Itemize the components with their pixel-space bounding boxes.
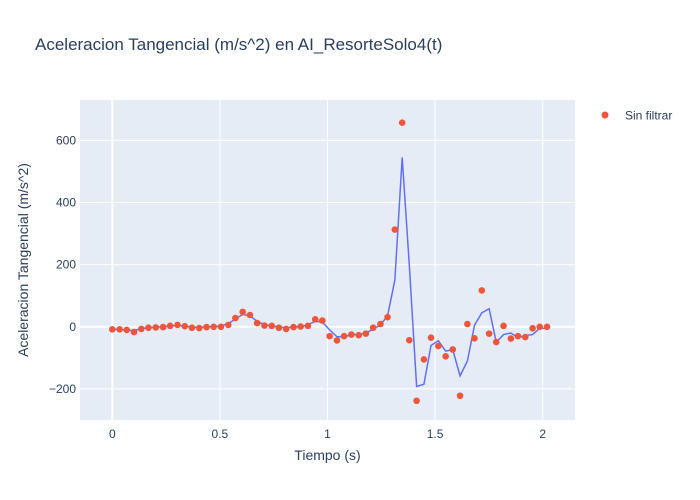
data-point xyxy=(485,330,493,337)
data-point xyxy=(116,325,123,333)
data-point xyxy=(123,326,130,334)
data-point xyxy=(253,319,261,327)
data-point xyxy=(304,322,312,330)
data-point xyxy=(543,323,551,331)
data-point xyxy=(333,337,341,344)
data-point xyxy=(456,392,464,400)
data-point xyxy=(261,322,268,329)
data-point xyxy=(507,335,515,342)
x-axis-ticks: 0 0.5 1 1.5 2 xyxy=(109,427,546,441)
data-point xyxy=(478,287,486,294)
x-tick-label: 1.5 xyxy=(427,427,444,441)
data-point xyxy=(514,332,522,340)
x-tick-label: 0 xyxy=(109,427,116,441)
data-point xyxy=(398,119,406,126)
legend-marker xyxy=(601,111,609,119)
x-tick-label: 2 xyxy=(539,427,546,441)
data-point xyxy=(326,332,333,340)
data-point xyxy=(159,323,167,331)
x-axis-label: Tiempo (s) xyxy=(294,447,360,463)
data-point xyxy=(246,311,254,319)
data-point xyxy=(384,313,391,321)
data-point xyxy=(188,324,196,332)
y-tick-label: −200 xyxy=(49,382,76,396)
data-point xyxy=(500,322,507,330)
data-point xyxy=(232,314,239,322)
data-point xyxy=(427,334,435,341)
data-point xyxy=(297,323,304,330)
data-point xyxy=(217,323,225,331)
legend-label: Sin filtrar xyxy=(625,109,672,123)
data-point xyxy=(108,325,116,333)
data-point xyxy=(275,324,283,332)
chart-title: Aceleracion Tangencial (m/s^2) en AI_Res… xyxy=(35,35,442,54)
data-point xyxy=(181,322,189,330)
data-point xyxy=(290,323,297,331)
data-point xyxy=(130,328,138,336)
data-point xyxy=(348,331,355,338)
y-tick-label: 0 xyxy=(69,320,76,334)
data-point xyxy=(210,323,217,331)
y-axis-label: Aceleracion Tangencial (m/s^2) xyxy=(15,163,31,357)
data-point xyxy=(224,321,232,329)
data-point xyxy=(413,397,420,405)
data-point xyxy=(166,322,174,330)
y-tick-label: 600 xyxy=(56,133,76,147)
data-point xyxy=(391,226,399,233)
data-point xyxy=(521,333,529,341)
data-point xyxy=(435,342,442,350)
data-point xyxy=(311,316,319,323)
data-point xyxy=(145,324,152,332)
data-point xyxy=(268,322,276,330)
data-point xyxy=(195,324,203,332)
data-point xyxy=(362,330,370,337)
data-point xyxy=(449,346,457,353)
data-point xyxy=(369,324,377,332)
data-point xyxy=(138,325,145,333)
y-axis-ticks: −200 0 200 400 600 xyxy=(49,133,76,396)
data-point xyxy=(355,331,363,339)
legend[interactable]: Sin filtrar xyxy=(601,109,673,123)
data-point xyxy=(420,356,428,363)
scatter-series xyxy=(108,119,551,405)
data-point xyxy=(492,338,500,346)
data-point xyxy=(377,320,384,328)
data-point xyxy=(152,324,160,331)
data-point xyxy=(319,317,326,324)
x-tick-label: 0.5 xyxy=(212,427,229,441)
data-point xyxy=(174,321,181,329)
y-tick-label: 400 xyxy=(56,196,76,210)
data-point xyxy=(203,323,210,331)
data-point xyxy=(282,325,290,333)
data-point xyxy=(239,308,246,316)
data-point xyxy=(471,334,478,342)
data-point xyxy=(405,336,413,344)
data-point xyxy=(536,323,543,331)
y-tick-label: 200 xyxy=(56,258,76,272)
x-tick-label: 1 xyxy=(324,427,331,441)
data-point xyxy=(464,320,471,328)
data-point xyxy=(442,353,449,360)
data-point xyxy=(529,325,536,332)
data-point xyxy=(340,332,348,340)
